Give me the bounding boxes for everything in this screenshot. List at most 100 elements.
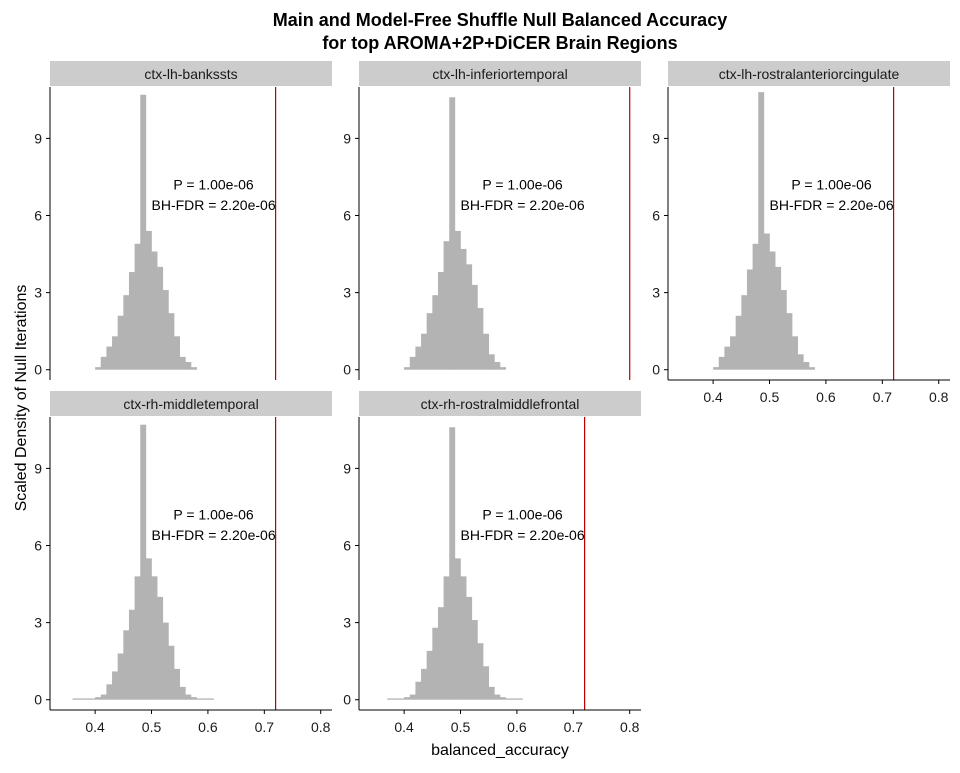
y-tick-label: 9 <box>34 460 42 476</box>
histogram-bar <box>752 243 759 370</box>
histogram-bar <box>746 269 753 370</box>
histogram-bar <box>454 230 461 370</box>
histogram-bar <box>404 697 411 700</box>
facet-panels: ctx-lh-bankssts P = 1.00e-06 BH-FDR = 2.20… <box>34 61 950 735</box>
histogram-bar <box>718 356 725 370</box>
y-tick-label: 0 <box>652 362 660 378</box>
histogram-bar <box>174 336 181 370</box>
histogram-bar <box>106 346 113 370</box>
histogram-bar <box>128 272 135 370</box>
histogram-bar <box>415 681 422 700</box>
x-tick-label: 0.8 <box>311 719 331 735</box>
histogram-bar <box>797 354 804 370</box>
histogram-bar <box>477 643 484 700</box>
histogram-bar <box>426 650 433 700</box>
histogram-bar <box>415 346 422 370</box>
histogram-bar <box>196 698 203 700</box>
facet-panel: ctx-lh-rostralanteriorcingulate P = 1.00e… <box>652 61 950 405</box>
y-tick-label: 0 <box>34 362 42 378</box>
histogram-bar <box>387 698 394 700</box>
histogram-bar <box>477 308 484 370</box>
x-tick-label: 0.6 <box>816 389 836 405</box>
histogram-bar <box>792 336 799 370</box>
fdr-value-label: BH-FDR = 2.20e-06 <box>461 197 585 213</box>
facet-strip-label: ctx-rh-rostralmiddlefrontal <box>421 396 580 412</box>
y-tick-label: 3 <box>652 285 660 301</box>
fdr-value-label: BH-FDR = 2.20e-06 <box>461 527 585 543</box>
histogram-bar <box>140 94 147 370</box>
histogram-bar <box>145 230 152 370</box>
histogram-bar <box>769 251 776 370</box>
histogram-bar <box>421 333 427 370</box>
histogram-bar <box>809 367 815 370</box>
histogram-bar <box>179 686 186 700</box>
histogram-bar <box>460 248 467 370</box>
histogram-bar <box>151 576 158 700</box>
histogram-bar <box>162 290 169 370</box>
histogram-bar <box>112 336 118 370</box>
histogram-bar <box>500 697 506 700</box>
histogram-bar <box>432 295 439 370</box>
x-tick-label: 0.6 <box>507 719 527 735</box>
histogram-bar <box>117 315 124 370</box>
histogram-bar <box>83 698 90 700</box>
histogram-bar <box>89 698 96 700</box>
histogram-bar <box>145 558 152 700</box>
y-tick-label: 6 <box>343 538 351 554</box>
facet-panel: ctx-lh-bankssts P = 1.00e-06 BH-FDR = 2.20… <box>34 61 332 380</box>
histogram-bar <box>511 698 518 700</box>
histogram-bar <box>134 576 141 700</box>
histogram-bar <box>409 694 416 700</box>
histogram-bar <box>426 313 433 370</box>
p-value-label: P = 1.00e-06 <box>173 507 254 523</box>
histogram-bar <box>443 576 450 700</box>
x-tick-label: 0.5 <box>142 719 162 735</box>
y-tick-label: 6 <box>343 208 351 224</box>
fdr-value-label: BH-FDR = 2.20e-06 <box>152 527 276 543</box>
facet-panel: ctx-rh-rostralmiddlefrontal P = 1.00e-06 B… <box>343 391 641 735</box>
y-tick-label: 6 <box>34 208 42 224</box>
x-tick-label: 0.8 <box>620 719 640 735</box>
x-tick-label: 0.6 <box>198 719 218 735</box>
p-value-label: P = 1.00e-06 <box>791 177 872 193</box>
histogram-bar <box>735 315 742 370</box>
facet-strip <box>359 391 641 416</box>
facet-panel: ctx-lh-inferiortemporal P = 1.00e-06 BH-FD… <box>343 61 641 380</box>
x-tick-label: 0.7 <box>564 719 584 735</box>
histogram-bar <box>437 272 444 370</box>
y-tick-label: 0 <box>343 362 351 378</box>
histogram-bar <box>72 698 79 700</box>
histogram-bar <box>471 620 478 700</box>
y-tick-label: 0 <box>34 692 42 708</box>
histogram-bar <box>730 336 736 370</box>
y-tick-label: 0 <box>343 692 351 708</box>
histogram-bar <box>202 698 209 700</box>
histogram-bar <box>713 367 720 370</box>
x-tick-label: 0.7 <box>873 389 893 405</box>
histogram-bar <box>404 367 411 370</box>
x-tick-label: 0.8 <box>929 389 949 405</box>
histogram-bar <box>185 694 192 700</box>
x-tick-label: 0.7 <box>255 719 275 735</box>
histogram-bar <box>123 630 130 700</box>
histogram-bar <box>505 698 512 700</box>
p-value-label: P = 1.00e-06 <box>482 507 563 523</box>
y-tick-label: 3 <box>343 615 351 631</box>
facet-strip-label: ctx-lh-rostralanteriorcingulate <box>719 66 900 82</box>
histogram-bar <box>466 596 473 700</box>
histogram-bar <box>483 333 490 370</box>
histogram-bar <box>763 233 770 370</box>
histogram-bar <box>106 684 113 700</box>
histogram-bar <box>157 266 164 370</box>
y-tick-label: 9 <box>34 130 42 146</box>
histogram-bar <box>112 671 118 700</box>
histogram-bar <box>432 627 439 700</box>
histogram-bar <box>392 698 399 700</box>
histogram-bar <box>117 653 124 700</box>
p-value-label: P = 1.00e-06 <box>482 177 563 193</box>
histogram-bar <box>134 243 141 370</box>
histogram-bar <box>449 427 456 700</box>
histogram-bar <box>185 362 192 370</box>
fdr-value-label: BH-FDR = 2.20e-06 <box>770 197 894 213</box>
